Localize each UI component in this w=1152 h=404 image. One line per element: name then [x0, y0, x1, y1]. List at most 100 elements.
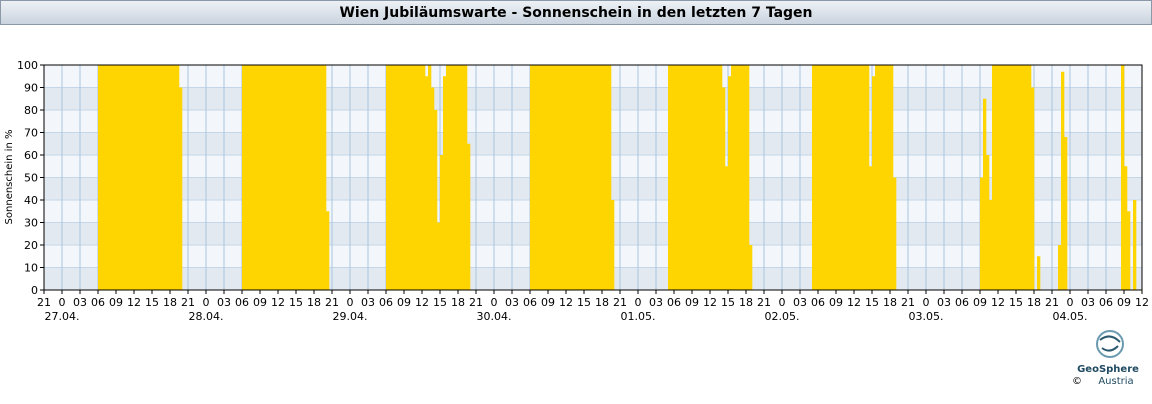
bar: [734, 65, 738, 290]
y-tick-label: 40: [24, 194, 38, 207]
bar: [1025, 65, 1029, 290]
bar: [155, 65, 159, 290]
x-tick-label: 06: [1099, 296, 1113, 309]
bar: [683, 65, 687, 290]
bar: [452, 65, 456, 290]
bar: [581, 65, 585, 290]
bar: [254, 65, 258, 290]
y-tick-label: 90: [24, 82, 38, 95]
bar: [605, 65, 609, 290]
bar: [884, 65, 888, 290]
x-tick-label: 09: [253, 296, 267, 309]
bar: [317, 65, 321, 290]
bar: [119, 65, 123, 290]
bar: [563, 65, 567, 290]
x-tick-label: 21: [901, 296, 915, 309]
bar: [428, 65, 432, 290]
bar: [455, 65, 459, 290]
bar: [320, 65, 324, 290]
bar: [611, 200, 615, 290]
bar: [812, 65, 816, 290]
bar: [296, 65, 300, 290]
bar: [707, 65, 711, 290]
bar: [407, 65, 411, 290]
x-tick-label: 06: [379, 296, 393, 309]
x-tick-label: 06: [667, 296, 681, 309]
x-tick-label: 12: [559, 296, 573, 309]
bar: [431, 87, 435, 290]
logo-name: GeoSphere: [1077, 364, 1139, 375]
date-label: 30.04.: [477, 310, 512, 323]
bar: [386, 65, 390, 290]
bar: [557, 65, 561, 290]
bar: [113, 65, 117, 290]
bar: [110, 65, 114, 290]
bar: [710, 65, 714, 290]
x-tick-label: 03: [217, 296, 231, 309]
bar: [413, 65, 417, 290]
bar: [1022, 65, 1026, 290]
bar: [596, 65, 600, 290]
bar: [1001, 65, 1005, 290]
bar: [398, 65, 402, 290]
bar: [314, 65, 318, 290]
bar: [434, 110, 438, 290]
x-tick-label: 09: [685, 296, 699, 309]
y-tick-label: 30: [24, 217, 38, 230]
bar: [560, 65, 564, 290]
bar: [533, 65, 537, 290]
bar: [1058, 245, 1062, 290]
y-tick-label: 100: [17, 59, 38, 72]
x-tick-label: 21: [757, 296, 771, 309]
bar: [293, 65, 297, 290]
logo: GeoSphere Austria ©: [1072, 330, 1139, 387]
x-tick-label: 15: [577, 296, 591, 309]
bar: [143, 65, 147, 290]
x-tick-label: 12: [127, 296, 141, 309]
bar: [893, 177, 897, 290]
x-tick-label: 03: [649, 296, 663, 309]
x-tick-label: 21: [1045, 296, 1059, 309]
bar: [1124, 166, 1128, 290]
bar: [881, 65, 885, 290]
bar: [674, 65, 678, 290]
x-tick-label: 12: [415, 296, 429, 309]
bar: [179, 87, 183, 290]
bar: [545, 65, 549, 290]
y-tick-label: 50: [24, 172, 38, 185]
bar: [137, 65, 141, 290]
bar: [173, 65, 177, 290]
x-tick-label: 15: [289, 296, 303, 309]
bar: [128, 65, 132, 290]
x-tick-label: 21: [181, 296, 195, 309]
bar: [263, 65, 267, 290]
bar: [671, 65, 675, 290]
bar: [992, 65, 996, 290]
bar: [464, 65, 468, 290]
bar: [176, 65, 180, 290]
bar: [443, 76, 447, 290]
x-tick-label: 12: [847, 296, 861, 309]
bar: [719, 65, 723, 290]
bar: [875, 65, 879, 290]
bar: [572, 65, 576, 290]
x-tick-label: 0: [1067, 296, 1074, 309]
x-tick-label: 18: [595, 296, 609, 309]
bar: [410, 65, 414, 290]
x-tick-label: 18: [307, 296, 321, 309]
bar: [161, 65, 165, 290]
bar: [593, 65, 597, 290]
bar: [419, 65, 423, 290]
x-tick-label: 03: [361, 296, 375, 309]
bar: [989, 200, 993, 290]
x-tick-label: 06: [955, 296, 969, 309]
x-tick-label: 21: [37, 296, 51, 309]
bar: [695, 65, 699, 290]
bar: [1127, 211, 1131, 290]
x-tick-label: 06: [235, 296, 249, 309]
x-tick-label: 06: [523, 296, 537, 309]
bar: [848, 65, 852, 290]
bar: [278, 65, 282, 290]
bar: [302, 65, 306, 290]
bar: [818, 65, 822, 290]
